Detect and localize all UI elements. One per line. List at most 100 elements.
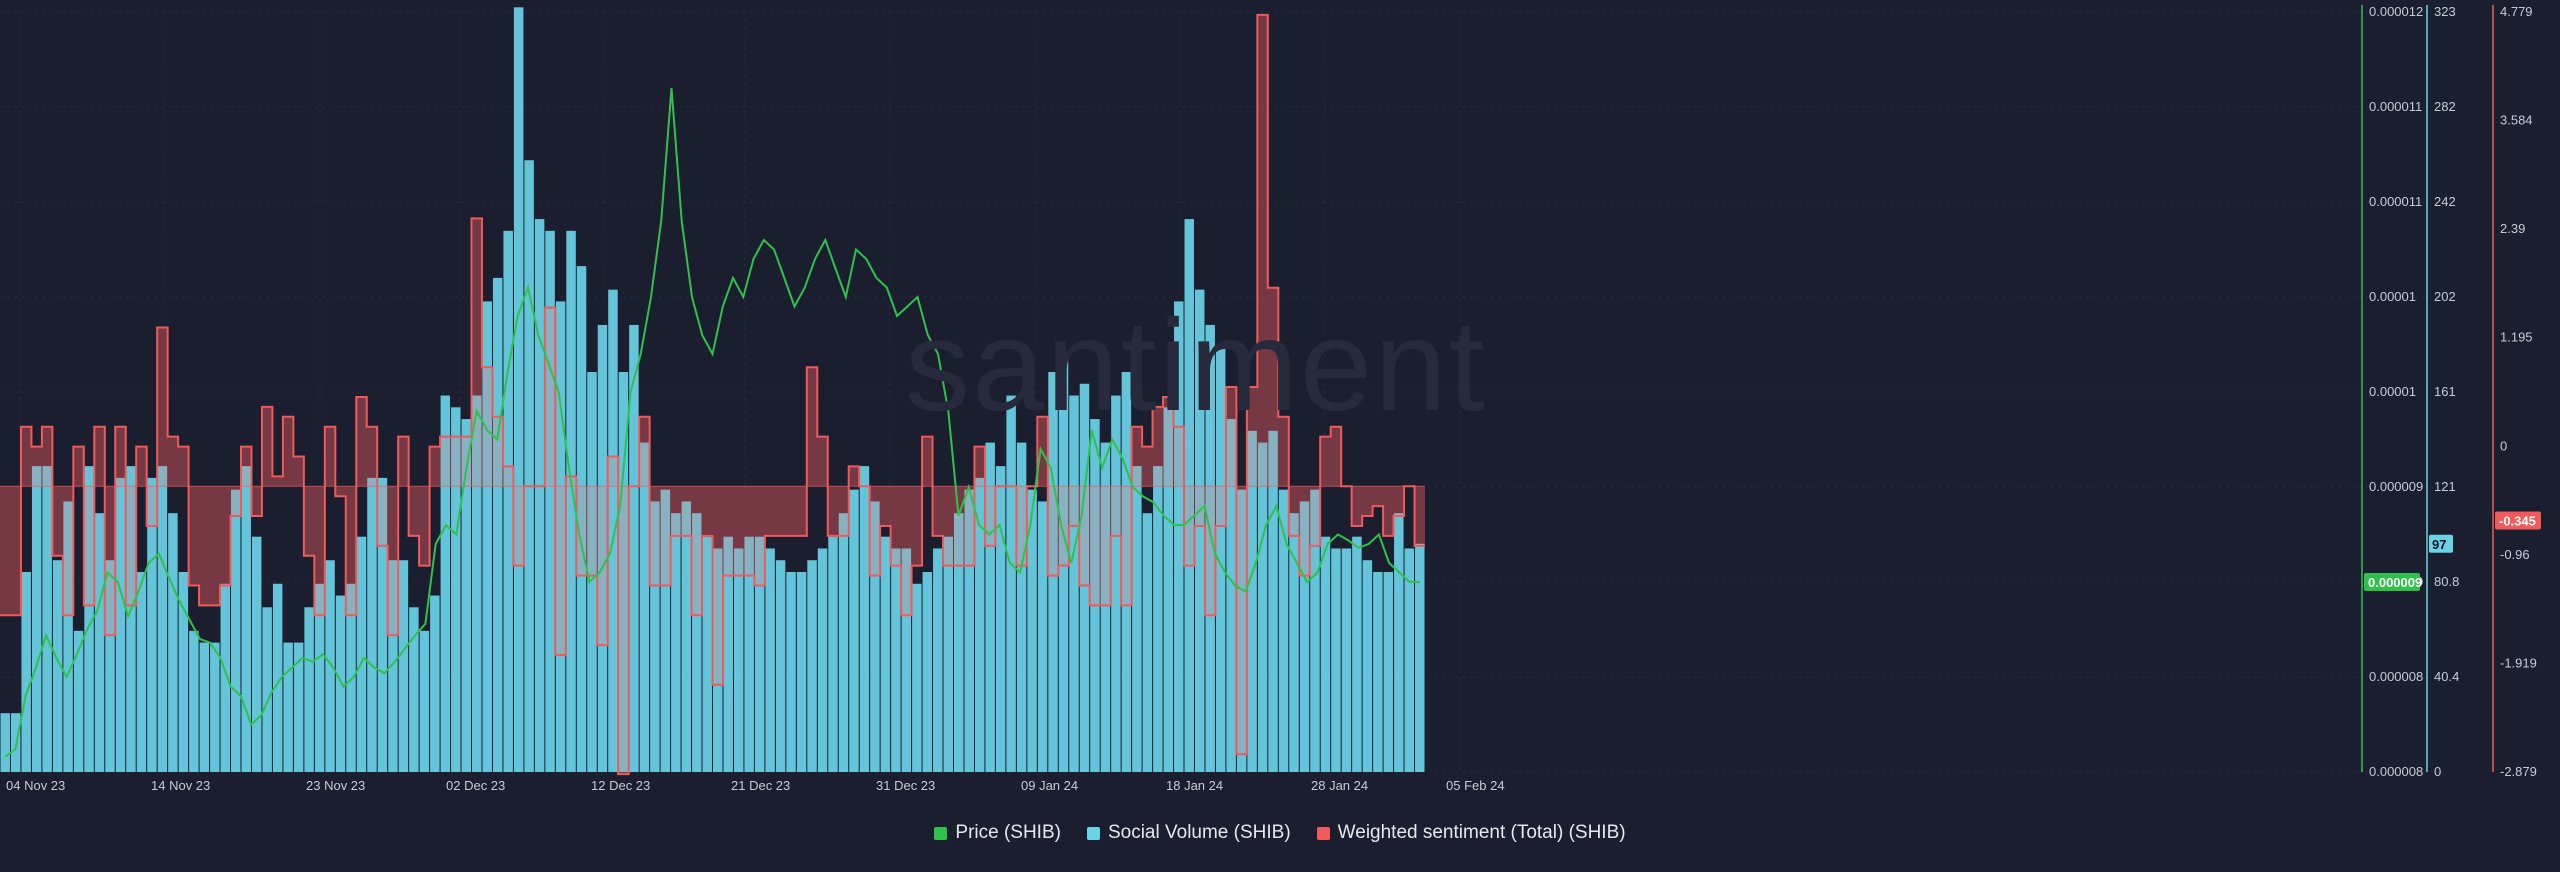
sentiment-tick-label: 1.195 bbox=[2500, 330, 2533, 345]
volume-bar bbox=[681, 501, 692, 772]
volume-bar bbox=[335, 595, 346, 772]
volume-bar bbox=[1111, 395, 1121, 772]
volume-bar bbox=[231, 489, 241, 772]
volume-bar bbox=[0, 713, 10, 772]
legend-swatch bbox=[1086, 826, 1100, 840]
x-tick-label: 21 Dec 23 bbox=[731, 778, 790, 793]
volume-bar bbox=[356, 536, 367, 772]
volume-bar bbox=[94, 513, 105, 772]
sentiment-tick-label: 4.779 bbox=[2500, 4, 2533, 19]
volume-bar bbox=[733, 548, 744, 772]
volume-bar bbox=[1299, 501, 1310, 772]
volume-bar bbox=[901, 548, 912, 772]
volume-bar bbox=[566, 230, 576, 772]
volume-bar bbox=[974, 477, 985, 772]
volume-bar bbox=[1153, 466, 1163, 772]
volume-bar bbox=[1194, 289, 1205, 772]
volume-bar bbox=[272, 583, 283, 772]
volume-bar bbox=[283, 642, 293, 772]
volume-bar bbox=[503, 230, 513, 772]
volume-bar bbox=[933, 548, 943, 772]
volume-bar bbox=[1247, 430, 1257, 772]
volume-tick-label: 0 bbox=[2434, 764, 2441, 779]
x-tick-label: 31 Dec 23 bbox=[876, 778, 935, 793]
volume-bar bbox=[702, 536, 712, 772]
price-tick-label: 0.00001 bbox=[2369, 384, 2416, 399]
price-line bbox=[4, 87, 1420, 758]
volume-bar bbox=[21, 572, 31, 772]
volume-bar bbox=[1006, 395, 1016, 772]
legend: Price (SHIB) Social Volume (SHIB) Weighted… bbox=[0, 818, 2560, 848]
volume-bar bbox=[660, 489, 671, 772]
volume-bar bbox=[1278, 489, 1289, 772]
volume-bar bbox=[796, 572, 807, 772]
volume-bar bbox=[995, 466, 1006, 772]
volume-bar bbox=[199, 642, 210, 772]
volume-bar bbox=[922, 572, 933, 772]
volume-tick-label: 80.8 bbox=[2434, 574, 2459, 589]
volume-tick-label: 161 bbox=[2434, 384, 2456, 399]
x-tick-label: 14 Nov 23 bbox=[151, 778, 210, 793]
volume-bar bbox=[1184, 219, 1194, 772]
volume-bar bbox=[136, 572, 147, 772]
volume-bar bbox=[1404, 548, 1415, 772]
volume-bar bbox=[817, 548, 828, 772]
legend-label: Price (SHIB) bbox=[955, 822, 1061, 843]
volume-bar bbox=[650, 501, 660, 772]
volume-bar bbox=[765, 548, 775, 772]
volume-bar bbox=[31, 466, 42, 772]
volume-bar bbox=[168, 513, 178, 772]
volume-bar bbox=[388, 560, 398, 772]
legend-label: Social Volume (SHIB) bbox=[1107, 822, 1291, 843]
sentiment-tick-label: 0 bbox=[2500, 438, 2507, 453]
x-tick-label: 28 Jan 24 bbox=[1311, 778, 1368, 793]
volume-bar bbox=[880, 536, 891, 772]
volume-bar bbox=[775, 560, 786, 772]
legend-item[interactable]: Price (SHIB) bbox=[934, 822, 1061, 844]
volume-bar bbox=[63, 501, 73, 772]
volume-bar bbox=[1362, 560, 1373, 772]
volume-bar bbox=[534, 219, 545, 772]
volume-bar bbox=[943, 536, 953, 772]
volume-bar bbox=[377, 477, 388, 772]
volume-bar bbox=[409, 607, 419, 772]
volume-bar bbox=[325, 560, 335, 772]
price-tick-label: 0.000008 bbox=[2369, 669, 2423, 684]
sentiment-tick-label: -2.879 bbox=[2500, 764, 2537, 779]
price-tick-label: 0.000009 bbox=[2369, 479, 2423, 494]
x-tick-label: 05 Feb 24 bbox=[1446, 778, 1505, 793]
price-tick-label: 0.000012 bbox=[2369, 4, 2423, 19]
volume-bar bbox=[472, 395, 482, 772]
legend-item[interactable]: Social Volume (SHIB) bbox=[1086, 822, 1291, 844]
volume-bar bbox=[1079, 383, 1090, 772]
volume-bar bbox=[786, 572, 796, 772]
volume-bar bbox=[84, 466, 94, 772]
volume-bar bbox=[639, 442, 650, 772]
volume-bar bbox=[629, 324, 639, 772]
volume-bar bbox=[1383, 572, 1394, 772]
sentiment-current-label: -0.345 bbox=[2499, 514, 2536, 529]
legend-item[interactable]: Weighted sentiment (Total) (SHIB) bbox=[1316, 822, 1626, 844]
volume-bar bbox=[451, 407, 461, 772]
volume-current-badge bbox=[2429, 534, 2453, 553]
volume-bar bbox=[52, 560, 63, 772]
volume-bar bbox=[73, 630, 84, 772]
volume-bar bbox=[314, 583, 325, 772]
volume-bar bbox=[545, 230, 555, 772]
volume-bar bbox=[723, 536, 733, 772]
volume-bar bbox=[210, 642, 220, 772]
volume-bar bbox=[1027, 489, 1037, 772]
volume-bar bbox=[1352, 536, 1362, 772]
volume-bar bbox=[1289, 513, 1299, 772]
volume-bars bbox=[0, 7, 1425, 772]
volume-bar bbox=[1037, 501, 1048, 772]
volume-bar bbox=[1205, 324, 1215, 772]
volume-bar bbox=[985, 442, 995, 772]
volume-bar bbox=[1415, 543, 1425, 772]
volume-bar bbox=[1257, 442, 1268, 772]
volume-bar bbox=[482, 301, 492, 772]
x-tick-label: 09 Jan 24 bbox=[1021, 778, 1078, 793]
volume-tick-label: 202 bbox=[2434, 289, 2456, 304]
volume-bar bbox=[1100, 442, 1111, 772]
